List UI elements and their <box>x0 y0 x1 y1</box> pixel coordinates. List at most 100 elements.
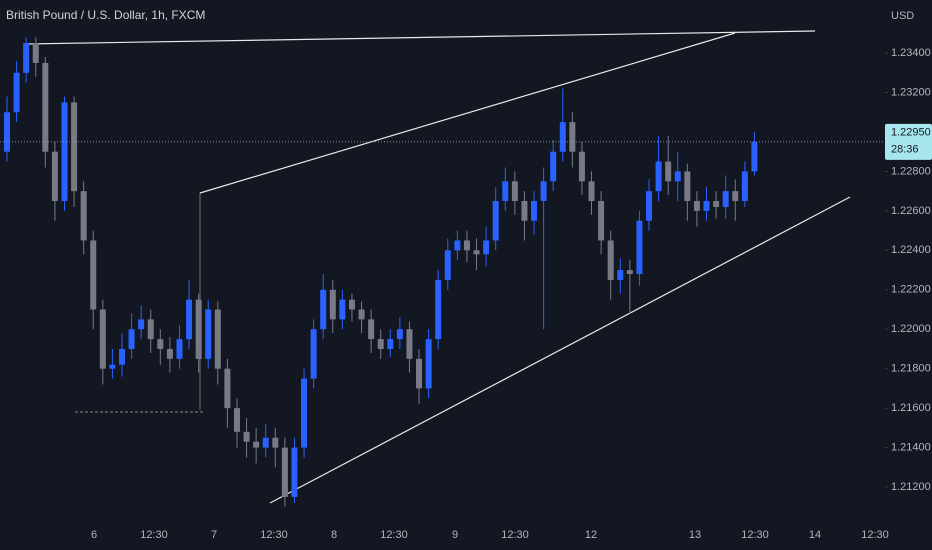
candle-body <box>741 171 748 202</box>
candle-body <box>626 270 633 275</box>
candle-body <box>425 339 432 389</box>
x-tick-label: 12:30 <box>260 529 288 541</box>
candle-body <box>636 220 643 275</box>
candle-body <box>253 441 260 448</box>
candle-body <box>233 408 240 432</box>
candle-body <box>42 62 49 152</box>
candle-body <box>109 364 116 369</box>
candle-body <box>665 161 672 182</box>
x-tick-label: 12:30 <box>501 529 529 541</box>
x-tick-label: 12:30 <box>861 529 889 541</box>
candle-body <box>166 348 173 359</box>
candle-body <box>214 309 221 369</box>
x-tick-label: 8 <box>331 529 337 541</box>
candle-body <box>80 191 87 241</box>
candle-body <box>291 447 298 497</box>
candle-body <box>99 309 106 369</box>
candle-body <box>483 240 490 255</box>
candle-body <box>684 171 691 202</box>
candle-body <box>310 329 317 379</box>
trend-line <box>199 32 736 194</box>
candle-body <box>13 72 20 113</box>
candle-body <box>492 201 499 241</box>
candle-body <box>320 289 327 330</box>
y-tick-label: 1.22800 <box>891 165 931 177</box>
candle-body <box>454 240 461 251</box>
x-tick-label: 7 <box>211 529 217 541</box>
candle-body <box>301 378 308 448</box>
candle-body <box>569 122 576 152</box>
candle-body <box>511 181 518 202</box>
candle-body <box>118 348 125 365</box>
y-tick-label: 1.21600 <box>891 402 931 414</box>
candle-body <box>531 201 538 221</box>
candle-body <box>435 279 442 340</box>
candle-body <box>607 240 614 280</box>
candle-body <box>4 112 10 152</box>
candle-body <box>559 122 566 152</box>
y-tick-label: 1.21400 <box>891 442 931 454</box>
candle-body <box>147 319 154 340</box>
candle-body <box>703 201 710 211</box>
candle-body <box>262 437 269 448</box>
y-tick-label: 1.23200 <box>891 86 931 98</box>
candle-body <box>598 201 605 241</box>
candle-body <box>51 151 58 202</box>
candle-body <box>272 437 279 448</box>
candle-body <box>473 250 480 255</box>
candle-body <box>588 181 595 202</box>
candle-body <box>176 339 183 359</box>
candle-body <box>348 299 355 310</box>
candle-body <box>406 329 413 359</box>
x-tick-label: 13 <box>689 529 701 541</box>
candle-body <box>339 299 346 320</box>
x-tick-label: 12 <box>585 529 597 541</box>
x-tick-label: 12:30 <box>140 529 168 541</box>
candle-body <box>32 43 39 63</box>
y-tick-label: 1.22400 <box>891 244 931 256</box>
drawings <box>24 30 851 504</box>
candle-body <box>722 191 729 207</box>
price-tag-label: 1.22950 <box>891 127 931 139</box>
candle-body <box>281 447 288 497</box>
y-tick-label: 1.21800 <box>891 363 931 375</box>
x-tick-label: 9 <box>452 529 458 541</box>
candle-body <box>358 309 365 320</box>
candle-body <box>463 240 470 251</box>
candle-body <box>138 319 145 330</box>
candle-body <box>655 161 662 192</box>
y-tick-label: 1.22200 <box>891 284 931 296</box>
candle-body <box>751 141 758 172</box>
candle-body <box>521 201 528 221</box>
candle-body <box>387 339 394 349</box>
candle-body <box>578 151 585 182</box>
price-tag <box>885 123 932 160</box>
candle-body <box>377 339 384 349</box>
candle-body <box>61 102 68 202</box>
x-tick-label: 12:30 <box>741 529 769 541</box>
y-tick-label: 1.22600 <box>891 205 931 217</box>
candle-body <box>550 151 557 182</box>
candle-body <box>368 319 375 340</box>
candle-body <box>329 289 336 320</box>
x-tick-label: 12:30 <box>380 529 408 541</box>
candle-body <box>693 201 700 211</box>
candle-body <box>186 299 193 340</box>
y-tick-label: 1.22000 <box>891 323 931 335</box>
candle-body <box>243 431 250 442</box>
x-tick-label: 14 <box>809 529 821 541</box>
trend-line <box>269 196 851 504</box>
candle-body <box>732 191 739 202</box>
candle-body <box>617 270 624 280</box>
candle-body <box>646 191 653 221</box>
chart-title: British Pound / U.S. Dollar, 1h, FXCM <box>6 8 205 22</box>
candle-body <box>90 240 97 310</box>
candle-body <box>674 171 681 182</box>
candle-body <box>23 43 30 73</box>
candle-body <box>195 299 202 359</box>
currency-label: USD <box>891 10 914 22</box>
candle-body <box>540 181 547 202</box>
